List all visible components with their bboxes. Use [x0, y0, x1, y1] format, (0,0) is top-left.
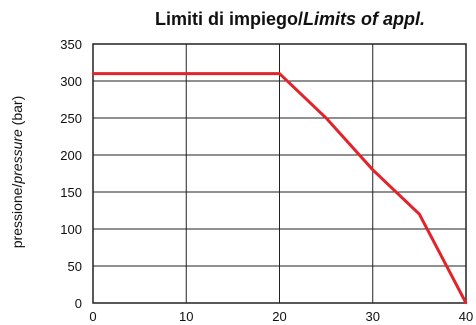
tick-layer: 0 50 100 150 200 250 300 350 0 10 20 30 40: [60, 37, 473, 324]
y-tick-label-350: 350: [60, 37, 82, 52]
y-axis-label-regular: pressione/: [9, 184, 25, 249]
chart-title-italic: Limits of appl.: [303, 9, 425, 29]
series-point-0-0: [91, 72, 95, 75]
chart-title: Limiti di impiego/Limits of appl.: [155, 9, 425, 29]
x-tick-label-40: 40: [459, 309, 473, 324]
series-point-0-4: [418, 213, 421, 216]
y-axis-label-italic: pressure: [9, 129, 25, 185]
y-tick-label-300: 300: [60, 74, 82, 89]
x-tick-label-20: 20: [272, 309, 286, 324]
y-tick-label-100: 100: [60, 222, 82, 237]
series-point-0-2: [324, 116, 328, 120]
series-line-0: [93, 72, 468, 304]
grid-layer: [92, 43, 467, 304]
x-tick-label-0: 0: [89, 309, 96, 324]
series-point-0-3: [371, 168, 374, 171]
y-tick-label-0: 0: [75, 296, 82, 311]
y-tick-label-200: 200: [60, 148, 82, 163]
y-tick-label-250: 250: [60, 111, 82, 126]
series-layer: [91, 72, 468, 305]
series-point-0-5: [464, 301, 468, 305]
x-tick-label-30: 30: [366, 309, 380, 324]
x-tick-label-10: 10: [179, 309, 193, 324]
series-point-0-1: [278, 72, 281, 75]
y-axis-label: pressione/pressure (bar): [9, 96, 25, 249]
plot-frame: [92, 43, 467, 304]
y-tick-label-150: 150: [60, 185, 82, 200]
chart-title-regular: Limiti di impiego/: [155, 9, 303, 29]
y-tick-label-50: 50: [68, 259, 82, 274]
y-axis-label-unit: (bar): [9, 96, 25, 129]
